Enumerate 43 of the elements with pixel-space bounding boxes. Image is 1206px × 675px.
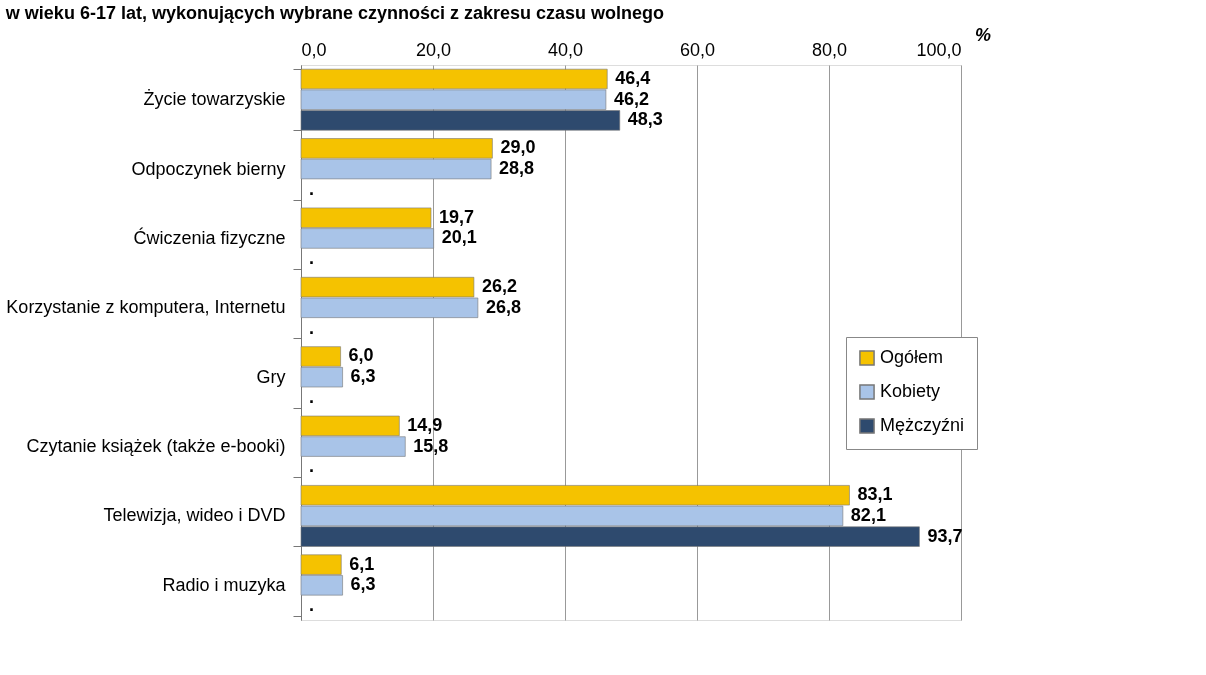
text: . bbox=[309, 386, 315, 407]
data-label: 26,8 bbox=[485, 296, 521, 317]
data-label: 46,2 bbox=[613, 88, 649, 109]
data-label: 6,3 bbox=[350, 366, 376, 387]
text: . bbox=[309, 248, 315, 269]
chart-title: w wieku 6-17 lat, wykonujących wybrane czynności z zakresu czasu wolnego bbox=[4, 3, 665, 23]
y-tick-label: Odpoczynek bierny bbox=[131, 158, 286, 179]
data-label: 6,3 bbox=[350, 574, 376, 595]
data-label: 26,2 bbox=[481, 276, 517, 297]
data-label: 46,4 bbox=[615, 67, 651, 88]
data-label: 48,3 bbox=[627, 109, 663, 130]
data-label: 20,1 bbox=[441, 227, 477, 248]
x-axis-title: % bbox=[975, 25, 992, 45]
x-tick-label: 60,0 bbox=[679, 39, 716, 60]
data-label: 83,1 bbox=[857, 484, 893, 505]
y-tick-label: Gry bbox=[256, 366, 286, 387]
x-tick-label: 0,0 bbox=[301, 39, 327, 60]
text: . bbox=[309, 317, 315, 338]
x-tick-label: 40,0 bbox=[547, 39, 584, 60]
legend-label: Ogółem bbox=[880, 347, 944, 367]
legend-label: Mężczyźni bbox=[880, 415, 965, 435]
x-tick-label: 20,0 bbox=[415, 39, 452, 60]
y-tick-label: Telewizja, wideo i DVD bbox=[103, 505, 286, 526]
y-tick-label: Życie towarzyskie bbox=[143, 89, 286, 110]
data-label: 15,8 bbox=[413, 435, 449, 456]
data-label: 82,1 bbox=[850, 504, 886, 525]
data-label: 93,7 bbox=[927, 525, 963, 546]
y-tick-label: Radio i muzyka bbox=[162, 574, 287, 595]
text: . bbox=[309, 456, 315, 477]
y-tick-label: Korzystanie z komputera, Internetu bbox=[6, 297, 286, 318]
x-tick-label: 80,0 bbox=[811, 39, 848, 60]
legend-label: Kobiety bbox=[880, 381, 941, 401]
data-label: 14,9 bbox=[407, 414, 443, 435]
text: . bbox=[309, 595, 315, 616]
x-tick-label: 100,0 bbox=[916, 39, 962, 60]
data-label: 6,0 bbox=[348, 345, 374, 366]
y-tick-label: Czytanie książek (także e-booki) bbox=[26, 436, 286, 457]
data-label: 19,7 bbox=[439, 206, 475, 227]
data-label: 29,0 bbox=[500, 137, 536, 158]
data-label: 28,8 bbox=[499, 158, 535, 179]
data-label: 6,1 bbox=[349, 553, 375, 574]
text: . bbox=[309, 178, 315, 199]
y-tick-label: Ćwiczenia fizyczne bbox=[133, 226, 286, 248]
